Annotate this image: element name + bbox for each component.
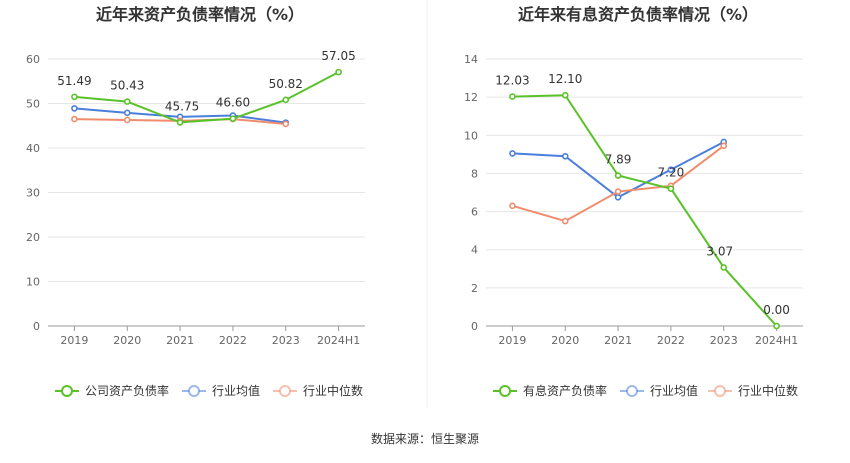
left-data-point-company — [176, 119, 184, 126]
right-data-point-company — [614, 172, 622, 179]
right-data-point-company — [509, 93, 516, 100]
right-y-tick-label: 8 — [471, 167, 478, 180]
left-data-point-company — [335, 68, 342, 76]
right-legend-item-avg: 行业均值 — [620, 383, 698, 398]
left-data-label: 50.43 — [110, 79, 144, 93]
right-legend-marker — [626, 385, 638, 397]
right-data-point-avg — [561, 152, 569, 160]
right-data-point-median — [509, 202, 516, 210]
left-legend-marker — [188, 385, 200, 397]
right-data-label: 7.20 — [658, 166, 685, 180]
left-x-tick-label: 2020 — [113, 334, 141, 347]
left-legend-label: 行业均值 — [212, 383, 260, 398]
right-x-tick-label: 2024H1 — [755, 334, 798, 347]
right-x-tick-label: 2023 — [710, 334, 738, 347]
left-legend-item-median: 行业中位数 — [273, 383, 363, 398]
left-data-point-median — [282, 120, 290, 128]
left-series-line-company — [74, 71, 340, 124]
left-y-tick-label: 60 — [26, 53, 40, 66]
right-data-label: 0.00 — [763, 303, 790, 317]
left-chart: 近年来资产负债率情况（%） 0 10 20 30 40 50 60 2019 2020 2021 20… — [26, 5, 365, 398]
right-legend-label: 行业中位数 — [738, 383, 798, 398]
right-y-tick-label: 6 — [471, 206, 478, 219]
left-data-point-median — [123, 116, 131, 124]
left-legend-label: 公司资产负债率 — [85, 383, 169, 398]
right-chart: 近年来有息资产负债率情况（%） 0 2 4 6 8 10 12 14 2019 2020 2021 20… — [464, 5, 803, 398]
right-legend-marker — [714, 385, 726, 397]
right-data-point-company — [667, 185, 675, 192]
right-legend-label: 有息资产负债率 — [523, 383, 607, 398]
left-y-tick-label: 0 — [33, 320, 40, 333]
left-data-point-company — [229, 115, 237, 122]
left-y-tick-label: 10 — [26, 276, 40, 289]
right-y-tick-label: 4 — [471, 244, 478, 257]
right-data-label: 3.07 — [706, 244, 733, 258]
right-data-point-avg — [509, 150, 516, 157]
left-data-point-company — [123, 98, 131, 105]
left-y-tick-label: 20 — [26, 231, 40, 244]
left-legend-item-avg: 行业均值 — [182, 383, 260, 398]
left-y-tick-label: 40 — [26, 142, 40, 155]
left-x-tick-label: 2022 — [219, 334, 247, 347]
right-data-point-median — [614, 188, 622, 195]
right-data-label: 12.03 — [495, 74, 529, 88]
right-data-point-company — [720, 264, 728, 271]
right-y-tick-label: 0 — [471, 320, 478, 333]
left-data-point-avg — [71, 105, 78, 112]
right-y-tick-label: 10 — [464, 129, 478, 142]
right-legend-marker — [499, 385, 511, 397]
left-legend-label: 行业中位数 — [303, 383, 363, 398]
right-data-label: 7.89 — [605, 153, 632, 167]
right-y-tick-label: 14 — [464, 53, 478, 66]
left-data-label: 57.05 — [321, 49, 355, 63]
left-x-tick-label: 2021 — [166, 334, 194, 347]
left-data-label: 45.75 — [165, 99, 199, 113]
left-y-tick-label: 30 — [26, 187, 40, 200]
right-legend-item-company: 有息资产负债率 — [493, 383, 607, 398]
left-data-point-company — [282, 96, 290, 104]
left-data-point-avg — [123, 109, 131, 117]
right-legend-label: 行业均值 — [650, 383, 698, 398]
left-legend-marker — [279, 385, 291, 397]
left-legend-item-company: 公司资产负债率 — [55, 383, 169, 398]
right-x-tick-label: 2022 — [657, 334, 685, 347]
right-x-tick-label: 2021 — [604, 334, 632, 347]
right-x-tick-label: 2020 — [551, 334, 579, 347]
data-source-label: 数据来源：恒生聚源 — [371, 431, 479, 446]
right-data-point-median — [561, 217, 569, 225]
right-legend-item-median: 行业中位数 — [708, 383, 798, 398]
left-data-point-median — [71, 115, 78, 123]
left-y-tick-label: 50 — [26, 98, 40, 111]
left-x-tick-label: 2019 — [60, 334, 88, 347]
right-data-point-company — [561, 91, 569, 99]
left-data-label: 51.49 — [57, 74, 91, 88]
right-series-line-company — [512, 94, 778, 327]
left-legend-marker — [61, 385, 73, 397]
left-data-label: 50.82 — [269, 77, 303, 91]
right-data-point-avg — [667, 166, 675, 173]
right-data-point-avg — [614, 193, 622, 201]
right-data-point-median — [720, 142, 728, 150]
left-x-tick-label: 2023 — [272, 334, 300, 347]
left-data-point-company — [71, 93, 78, 101]
right-chart-title: 近年来有息资产负债率情况（%） — [518, 5, 758, 24]
right-data-label: 12.10 — [548, 72, 582, 86]
right-y-tick-label: 2 — [471, 282, 478, 295]
right-x-tick-label: 2019 — [498, 334, 526, 347]
left-data-label: 46.60 — [216, 96, 250, 110]
left-chart-title: 近年来资产负债率情况（%） — [96, 5, 304, 24]
left-x-tick-label: 2024H1 — [317, 334, 360, 347]
right-data-point-company — [773, 322, 780, 330]
right-y-tick-label: 12 — [464, 91, 478, 104]
